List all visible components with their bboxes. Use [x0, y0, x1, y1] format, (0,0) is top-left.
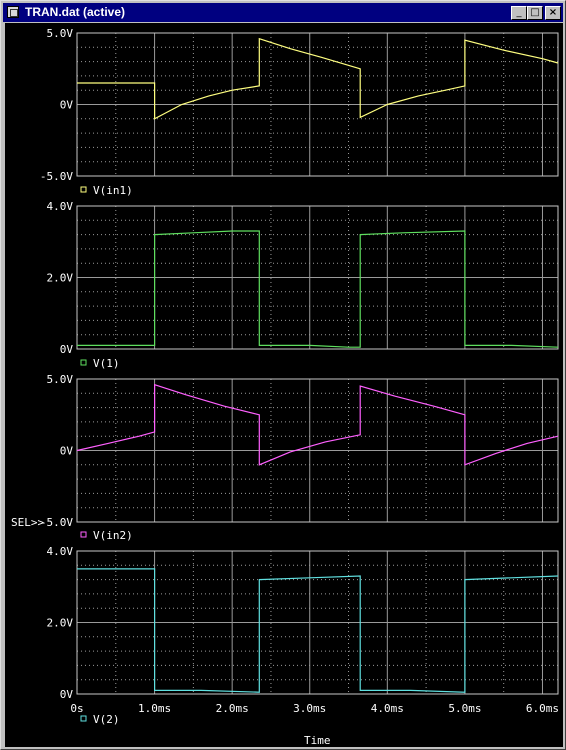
- series-line: [77, 230, 559, 348]
- legend-swatch: [80, 186, 87, 193]
- legend-label: V(in2): [93, 529, 133, 542]
- window-title: TRAN.dat (active): [25, 5, 126, 19]
- series-line: [77, 37, 559, 120]
- x-tick-label: 6.0ms: [526, 702, 559, 715]
- plot-1: 5.0V 0V -5.0V V(in1): [40, 27, 559, 197]
- x-axis-title: Time: [304, 734, 331, 747]
- y-tick-label: 0V: [60, 343, 74, 356]
- x-tick-label: 3.0ms: [293, 702, 326, 715]
- plot-2: 4.0V 2.0V 0V V(1): [47, 200, 559, 370]
- legend-label: V(in1): [93, 184, 133, 197]
- x-tick-label: 4.0ms: [371, 702, 404, 715]
- legend-swatch: [80, 715, 87, 722]
- maximize-icon[interactable]: □: [527, 6, 543, 20]
- series-line: [76, 383, 559, 466]
- close-icon[interactable]: ×: [545, 6, 561, 20]
- plot-4: 4.0V 2.0V 0V V(2) 0s 1.0ms 2.0ms 3.0ms 4.0ms 5.0m…: [47, 545, 560, 726]
- legend-label: V(2): [93, 713, 120, 726]
- x-tick-label: 5.0ms: [448, 702, 481, 715]
- y-tick-label: 4.0V: [47, 545, 74, 558]
- y-tick-label: 5.0V: [47, 373, 74, 386]
- waveform-plots: 4.0V 2.0V 0V V(2) 0s 1.0ms 2.0ms 3.0ms 4.0ms 5.0m…: [11, 27, 560, 747]
- y-tick-label: 0V: [60, 688, 74, 701]
- y-tick-label: 5.0V: [47, 27, 74, 40]
- series-line: [77, 568, 559, 693]
- x-tick-label: 0s: [70, 702, 83, 715]
- app-icon[interactable]: [7, 6, 19, 18]
- selector-marker: SEL>>: [11, 516, 44, 529]
- x-tick-label: 1.0ms: [138, 702, 171, 715]
- y-tick-label: 0V: [60, 99, 74, 112]
- plot-frame: [76, 550, 559, 695]
- legend-swatch: [80, 531, 87, 538]
- y-tick-label: 2.0V: [47, 617, 74, 630]
- y-tick-label: -5.0V: [40, 170, 73, 183]
- plot-area[interactable]: 4.0V 2.0V 0V V(2) 0s 1.0ms 2.0ms 3.0ms 4.0ms 5.0m…: [5, 23, 563, 747]
- y-tick-label: 2.0V: [47, 272, 74, 285]
- plot-frame: [76, 32, 559, 177]
- minimize-icon[interactable]: _: [511, 6, 527, 20]
- title-bar[interactable]: TRAN.dat (active) _ □ ×: [3, 3, 563, 22]
- plot-frame: [76, 205, 559, 350]
- legend-label: V(1): [93, 357, 120, 370]
- y-tick-label: 4.0V: [47, 200, 74, 213]
- y-tick-label: 0V: [60, 445, 74, 458]
- x-tick-label: 2.0ms: [216, 702, 249, 715]
- legend-swatch: [80, 359, 87, 366]
- y-tick-label: -5.0V: [40, 516, 73, 529]
- plot-3: 5.0V 0V -5.0V V(in2): [40, 373, 559, 542]
